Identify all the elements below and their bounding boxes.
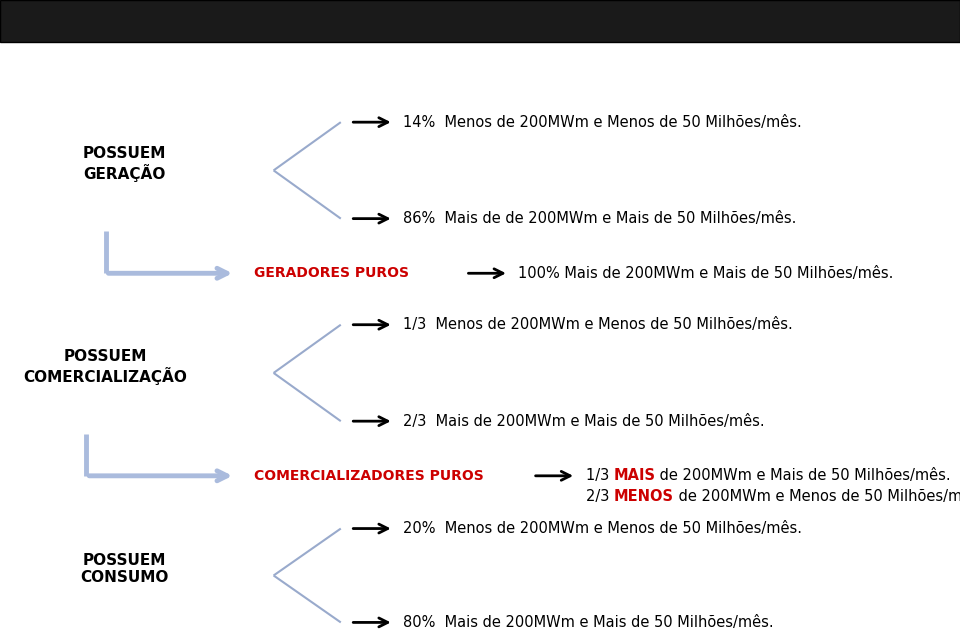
Text: de 200MWm e Mais de 50 Milhões/mês.: de 200MWm e Mais de 50 Milhões/mês. bbox=[656, 468, 951, 484]
Text: POSSUEM
GERAÇÃO: POSSUEM GERAÇÃO bbox=[84, 146, 166, 182]
Text: 2/3  Mais de 200MWm e Mais de 50 Milhões/mês.: 2/3 Mais de 200MWm e Mais de 50 Milhões/… bbox=[403, 413, 765, 429]
Text: 20%  Menos de 200MWm e Menos de 50 Milhões/mês.: 20% Menos de 200MWm e Menos de 50 Milhõe… bbox=[403, 521, 803, 536]
Text: de 200MWm e Menos de 50 Milhões/mês.: de 200MWm e Menos de 50 Milhões/mês. bbox=[674, 489, 960, 504]
Text: GERADORES PUROS: GERADORES PUROS bbox=[254, 266, 409, 280]
Text: POSSUEM
COMERCIALIZAÇÃO: POSSUEM COMERCIALIZAÇÃO bbox=[24, 349, 187, 385]
Text: MENOS: MENOS bbox=[613, 489, 674, 504]
Text: POSSUEM
CONSUMO: POSSUEM CONSUMO bbox=[81, 553, 169, 585]
Text: COMERCIALIZADORES PUROS: COMERCIALIZADORES PUROS bbox=[254, 469, 484, 483]
Text: 1/3  Menos de 200MWm e Menos de 50 Milhões/mês.: 1/3 Menos de 200MWm e Menos de 50 Milhõe… bbox=[403, 317, 793, 332]
Text: 1/3: 1/3 bbox=[586, 468, 613, 484]
Text: 2/3: 2/3 bbox=[586, 489, 613, 504]
Text: 14%  Menos de 200MWm e Menos de 50 Milhões/mês.: 14% Menos de 200MWm e Menos de 50 Milhõe… bbox=[403, 114, 802, 130]
Text: MAIS: MAIS bbox=[613, 468, 656, 484]
Text: 80%  Mais de 200MWm e Mais de 50 Milhões/mês.: 80% Mais de 200MWm e Mais de 50 Milhões/… bbox=[403, 615, 774, 630]
Text: 86%  Mais de de 200MWm e Mais de 50 Milhões/mês.: 86% Mais de de 200MWm e Mais de 50 Milhõ… bbox=[403, 211, 797, 226]
Text: 100% Mais de 200MWm e Mais de 50 Milhões/mês.: 100% Mais de 200MWm e Mais de 50 Milhões… bbox=[518, 266, 894, 281]
Text: Tamanho e Movimentação de Energia: Tamanho e Movimentação de Energia bbox=[19, 8, 574, 33]
